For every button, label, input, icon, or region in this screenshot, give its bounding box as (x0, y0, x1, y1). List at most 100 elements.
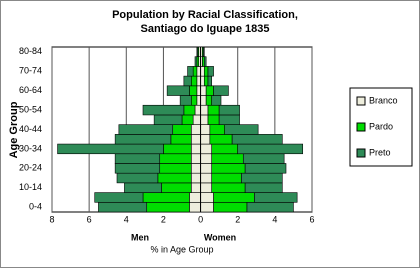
women-bar (241, 172, 283, 184)
men-bar (196, 95, 201, 106)
legend-swatch (356, 122, 366, 132)
men-bar (142, 192, 190, 203)
men-bar (153, 114, 183, 125)
women-bar (213, 201, 248, 213)
y-tick-label: 60-64 (19, 85, 42, 95)
x-tick-label: 6 (309, 214, 314, 224)
men-bar (181, 114, 194, 125)
men-bar (163, 143, 192, 155)
men-bar (114, 153, 161, 164)
chart-title: Population by Racial Classification, (112, 9, 298, 21)
y-tick-label: 70-74 (19, 66, 42, 76)
men-bar (190, 143, 201, 155)
men-bar (190, 172, 201, 184)
women-bar (200, 85, 207, 96)
men-bar (159, 153, 192, 164)
men-bar (172, 124, 192, 135)
men-bar (124, 182, 162, 193)
men-bar (116, 172, 159, 184)
men-bar (194, 104, 201, 116)
men-bar (190, 153, 201, 164)
men-bar (196, 85, 201, 96)
women-bar (242, 153, 285, 164)
men-bar (192, 114, 201, 125)
women-bar (209, 124, 226, 135)
women-bar (211, 163, 246, 174)
men-bar (57, 143, 164, 155)
x-tick-label: 8 (49, 214, 54, 224)
women-bar (200, 124, 211, 135)
women-bar (213, 192, 255, 203)
women-bar (203, 66, 209, 77)
women-bar (218, 104, 240, 116)
x-tick-label: 0 (198, 214, 203, 224)
women-bar (200, 143, 213, 155)
women-bar (200, 66, 205, 77)
women-bar (244, 182, 283, 193)
men-bar (194, 56, 198, 67)
y-axis-label: Age Group (8, 101, 20, 158)
legend-swatch (356, 96, 366, 106)
y-tick-label: 50-54 (19, 104, 42, 114)
men-bar (190, 95, 198, 106)
men-bar (98, 201, 148, 213)
women-bar (211, 172, 242, 184)
y-tick-label: 10-14 (19, 182, 42, 192)
men-bar (183, 104, 196, 116)
women-bar (231, 134, 283, 145)
legend-swatch (356, 148, 366, 158)
men-bar (189, 85, 198, 96)
women-bar (237, 143, 304, 155)
women-bar (200, 182, 213, 193)
x-tick-label: 2 (161, 214, 166, 224)
y-tick-label: 0-4 (29, 202, 42, 212)
men-bar (170, 134, 192, 145)
men-bar (114, 134, 172, 145)
men-bar (118, 124, 174, 135)
men-bar (189, 201, 201, 213)
women-bar (200, 114, 209, 125)
y-tick-label: 30-34 (19, 143, 42, 153)
x-tick-label: 6 (87, 214, 92, 224)
men-bar (190, 182, 201, 193)
men-bar (114, 163, 161, 174)
women-bar (211, 182, 246, 193)
men-label: Men (131, 232, 149, 242)
women-bar (207, 66, 214, 77)
y-tick-label: 20-24 (19, 163, 42, 173)
women-bar (209, 134, 233, 145)
women-bar (218, 114, 240, 125)
men-bar (146, 201, 190, 213)
women-bar (203, 46, 205, 58)
women-bar (224, 124, 259, 135)
men-bar (161, 182, 192, 193)
men-bar (196, 75, 201, 87)
x-tick-label: 4 (124, 214, 129, 224)
men-bar (190, 75, 198, 87)
women-bar (203, 56, 207, 67)
men-bar (190, 163, 201, 174)
men-bar (196, 66, 201, 77)
men-bar (179, 95, 192, 106)
men-bar (159, 163, 192, 174)
women-bar (205, 85, 214, 96)
women-bar (213, 85, 229, 96)
chart-subtitle: Santiago do Iguape 1835 (141, 23, 270, 35)
men-bar (142, 104, 185, 116)
women-bar (211, 95, 222, 106)
women-bar (200, 134, 211, 145)
women-bar (203, 75, 209, 87)
women-bar (200, 95, 207, 106)
men-bar (190, 124, 201, 135)
women-bar (207, 75, 213, 87)
women-label: Women (204, 232, 236, 242)
women-bar (200, 104, 209, 116)
x-tick-label: 4 (272, 214, 277, 224)
men-bar (189, 192, 201, 203)
men-bar (94, 192, 144, 203)
women-bar (200, 153, 213, 164)
y-tick-label: 80-84 (19, 46, 42, 56)
men-bar (187, 66, 194, 77)
x-axis-label: % in Age Group (150, 244, 213, 254)
